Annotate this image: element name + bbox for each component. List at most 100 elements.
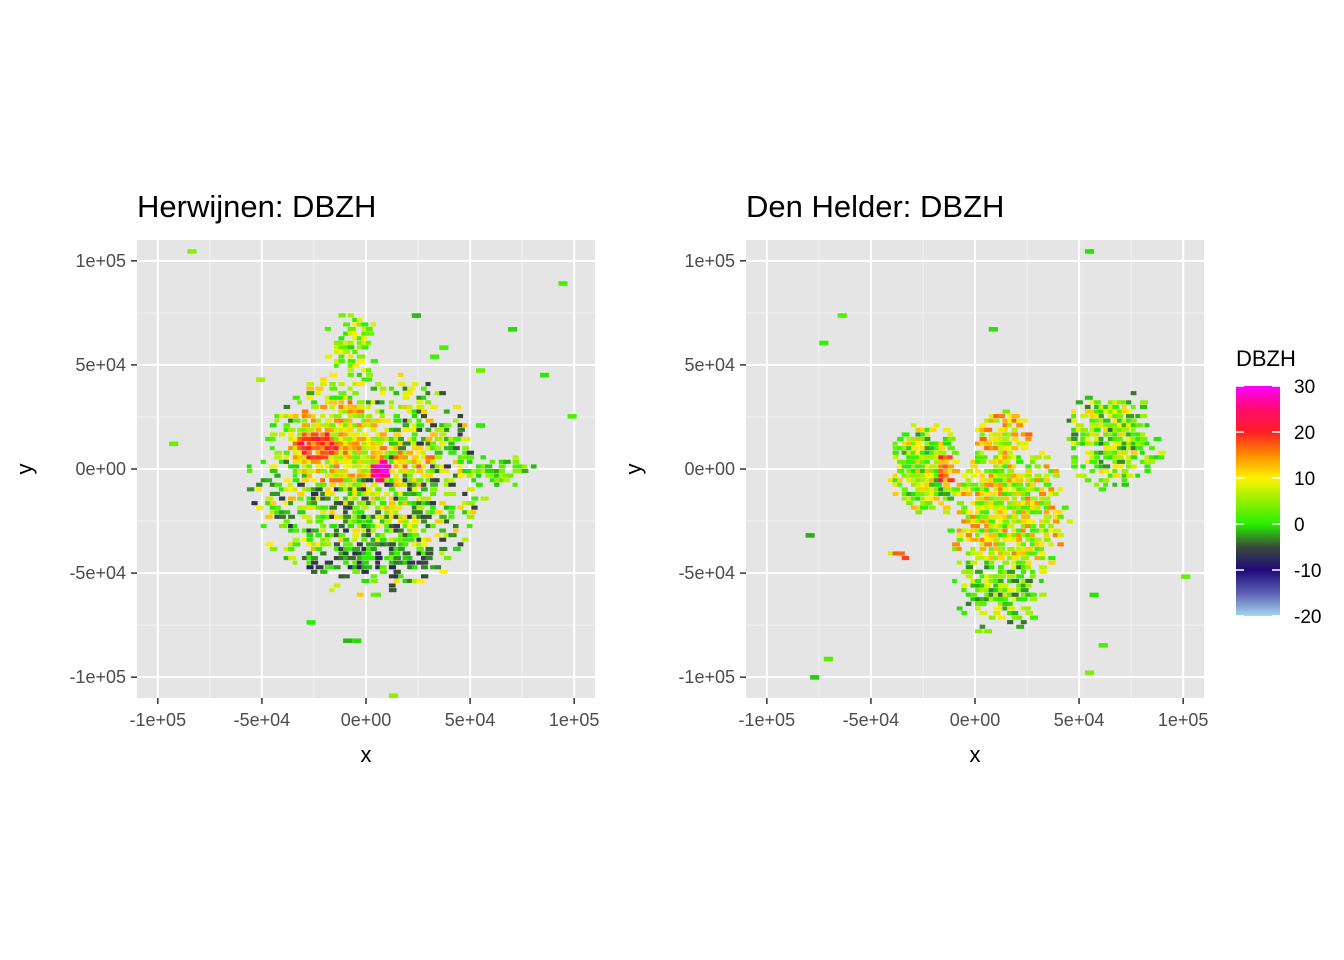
radar-cell (1135, 432, 1143, 437)
y-tick-label: -1e+05 (69, 667, 126, 687)
radar-cell (384, 482, 392, 487)
radar-cell (457, 427, 465, 432)
radar-cell (265, 542, 273, 547)
radar-cell (301, 432, 310, 437)
radar-cell (329, 382, 336, 387)
radar-cell (915, 496, 923, 501)
radar-cell (361, 528, 370, 533)
radar-cell (416, 514, 422, 519)
radar-cell (388, 693, 399, 698)
radar-cell (1089, 427, 1096, 432)
radar-cell (356, 404, 365, 409)
radar-cell (938, 473, 945, 478)
radar-cell (961, 519, 970, 524)
radar-cell (366, 478, 374, 483)
radar-cell (407, 560, 416, 565)
radar-cell (1002, 583, 1009, 588)
radar-cell (370, 400, 378, 405)
radar-cell (338, 524, 345, 529)
radar-cell (370, 359, 378, 364)
radar-cell (393, 574, 400, 579)
radar-cell (379, 542, 387, 547)
radar-cell (1107, 423, 1114, 428)
radar-cell (1020, 592, 1029, 597)
radar-cell (988, 592, 994, 597)
radar-cell (1126, 436, 1132, 441)
radar-cell (407, 386, 416, 391)
radar-cell (915, 482, 921, 487)
radar-cell (819, 340, 829, 346)
radar-cell (320, 432, 327, 437)
radar-cell (329, 450, 338, 455)
radar-cell (347, 427, 355, 432)
radar-cell (512, 455, 519, 460)
radar-cell (288, 446, 295, 451)
radar-cell (356, 542, 363, 547)
radar-cell (1025, 436, 1032, 441)
radar-cell (1121, 423, 1130, 428)
radar-cell (430, 432, 438, 437)
radar-cell (1071, 455, 1079, 460)
radar-cell (1094, 464, 1101, 469)
radar-cell (1030, 482, 1036, 487)
radar-cell (338, 427, 345, 432)
radar-cell (984, 629, 992, 634)
radar-cell (306, 450, 312, 455)
radar-cell (924, 491, 931, 496)
radar-cell (288, 496, 296, 501)
radar-cell (421, 560, 429, 565)
radar-cell (388, 583, 396, 588)
radar-cell (1098, 478, 1104, 483)
radar-cell (361, 551, 368, 556)
radar-cell (915, 436, 921, 441)
radar-cell (1011, 446, 1019, 451)
radar-cell (393, 459, 399, 464)
radar-cell (352, 514, 358, 519)
radar-cell (375, 418, 383, 423)
radar-cell (961, 505, 968, 510)
radar-cell (329, 404, 335, 409)
radar-cell (1043, 519, 1050, 524)
radar-cell (333, 478, 340, 483)
radar-cell (965, 478, 971, 483)
radar-cell (1066, 418, 1073, 423)
radar-cell (306, 556, 314, 561)
radar-cell (906, 473, 911, 478)
radar-cell (892, 450, 899, 455)
radar-cell (1057, 510, 1063, 515)
radar-cell (416, 446, 424, 451)
radar-cell (1002, 491, 1008, 496)
radar-cell (1130, 441, 1137, 446)
radar-cell (901, 491, 909, 496)
radar-cell (338, 423, 344, 428)
radar-cell (430, 482, 438, 487)
radar-cell (1025, 478, 1032, 483)
radar-cell (343, 441, 349, 446)
radar-cell (956, 560, 962, 565)
radar-cell (988, 446, 996, 451)
radar-cell (1020, 606, 1028, 611)
radar-cell (1039, 546, 1044, 551)
radar-cell (993, 441, 999, 446)
radar-cell (942, 491, 951, 496)
radar-cell (402, 551, 411, 556)
radar-cell (366, 400, 372, 405)
radar-cell (1007, 533, 1013, 538)
legend-title: DBZH (1236, 346, 1296, 371)
radar-cell (361, 336, 367, 341)
radar-cell (379, 469, 386, 474)
radar-cell (306, 620, 316, 625)
radar-cell (279, 510, 286, 515)
x-tick-label: -1e+05 (130, 710, 187, 730)
radar-cell (979, 501, 987, 506)
radar-cell (915, 432, 923, 437)
radar-cell (366, 340, 372, 345)
radar-cell (947, 478, 955, 483)
radar-cell (333, 446, 340, 451)
radar-cell (947, 436, 956, 441)
radar-cell (407, 533, 416, 538)
radar-cell (370, 537, 378, 542)
radar-cell (407, 578, 412, 583)
radar-cell (347, 395, 353, 400)
